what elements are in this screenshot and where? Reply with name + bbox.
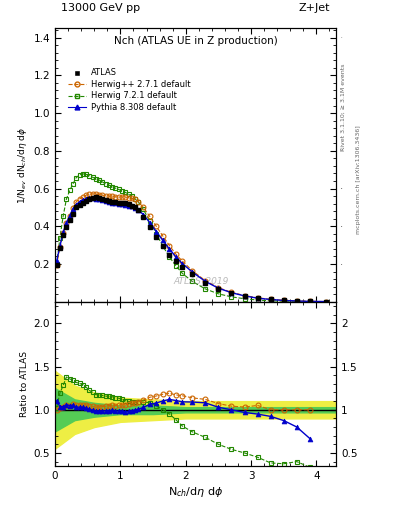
Text: Z+Jet: Z+Jet (299, 3, 331, 13)
Legend: ATLAS, Herwig++ 2.7.1 default, Herwig 7.2.1 default, Pythia 8.308 default: ATLAS, Herwig++ 2.7.1 default, Herwig 7.… (65, 65, 194, 115)
Y-axis label: Ratio to ATLAS: Ratio to ATLAS (20, 351, 29, 417)
X-axis label: N$_{ch}$/d$\eta$ d$\phi$: N$_{ch}$/d$\eta$ d$\phi$ (168, 485, 223, 499)
Text: Rivet 3.1.10, ≥ 3.1M events: Rivet 3.1.10, ≥ 3.1M events (341, 64, 346, 151)
Text: Nch (ATLAS UE in Z production): Nch (ATLAS UE in Z production) (114, 36, 277, 47)
Text: 13000 GeV pp: 13000 GeV pp (61, 3, 140, 13)
Text: ATLAS_2019: ATLAS_2019 (173, 276, 228, 285)
Y-axis label: 1/N$_{ev}$ dN$_{ch}$/d$\eta$ d$\phi$: 1/N$_{ev}$ dN$_{ch}$/d$\eta$ d$\phi$ (17, 126, 29, 204)
Text: mcplots.cern.ch [arXiv:1306.3436]: mcplots.cern.ch [arXiv:1306.3436] (356, 125, 361, 233)
